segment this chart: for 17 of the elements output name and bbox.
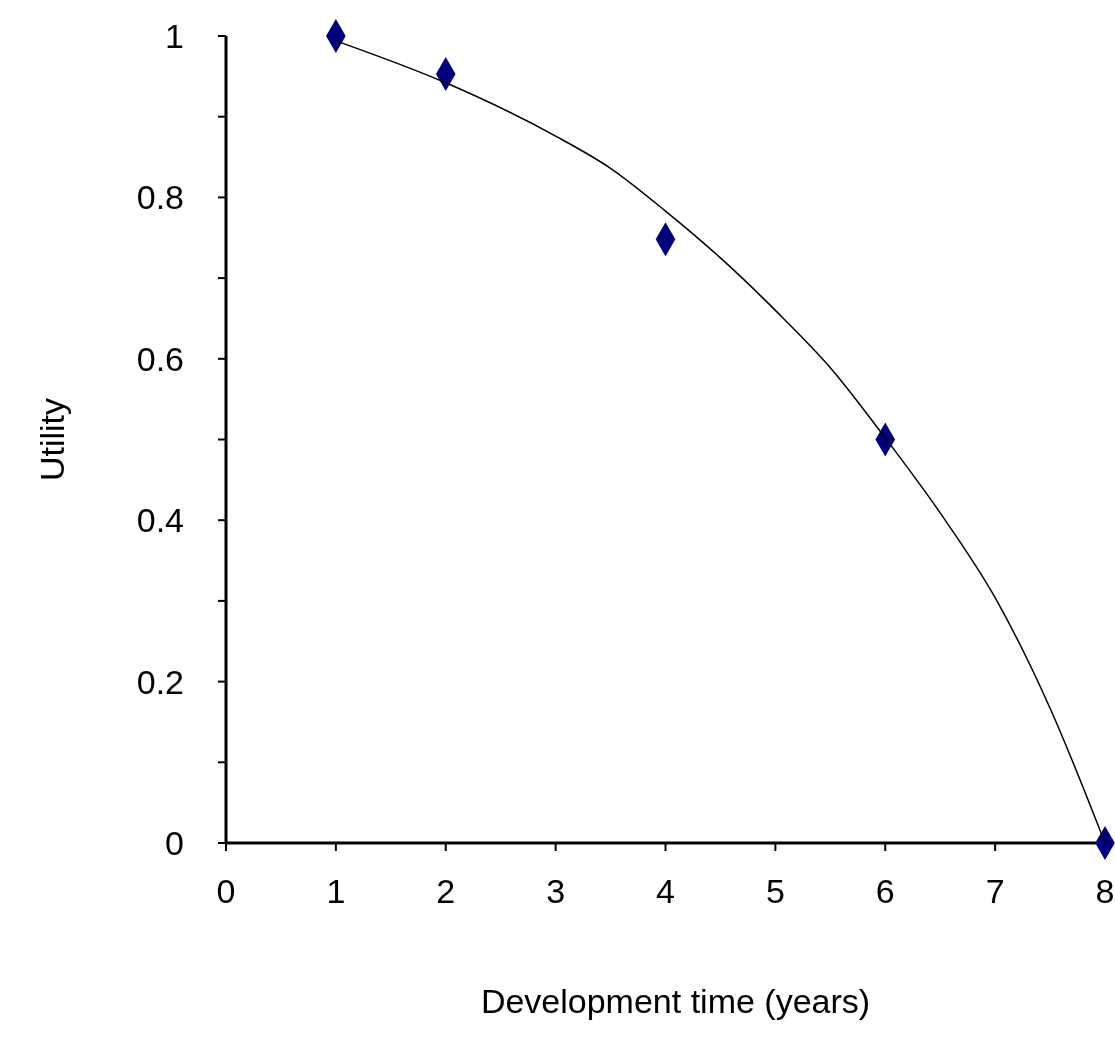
y-tick-label: 0.2	[136, 662, 184, 701]
x-tick-label: 7	[985, 872, 1005, 910]
x-tick-label: 2	[436, 872, 456, 910]
y-tick-label: 0	[165, 823, 184, 862]
y-axis-title: Utility	[33, 397, 71, 482]
x-tick-label: 6	[875, 872, 895, 910]
x-tick-label: 3	[546, 872, 566, 910]
x-tick-label: 1	[326, 872, 346, 910]
x-tick-label: 0	[216, 872, 236, 910]
y-tick-label: 0.6	[136, 339, 184, 378]
y-tick-label: 1	[165, 16, 184, 55]
x-tick-label: 8	[1095, 872, 1115, 910]
x-tick-label: 4	[656, 872, 675, 910]
x-tick-label: 5	[765, 872, 785, 910]
y-tick-label: 0.4	[136, 501, 184, 540]
x-axis-title: Development time (years)	[480, 982, 871, 1020]
y-tick-label: 0.8	[136, 178, 184, 217]
